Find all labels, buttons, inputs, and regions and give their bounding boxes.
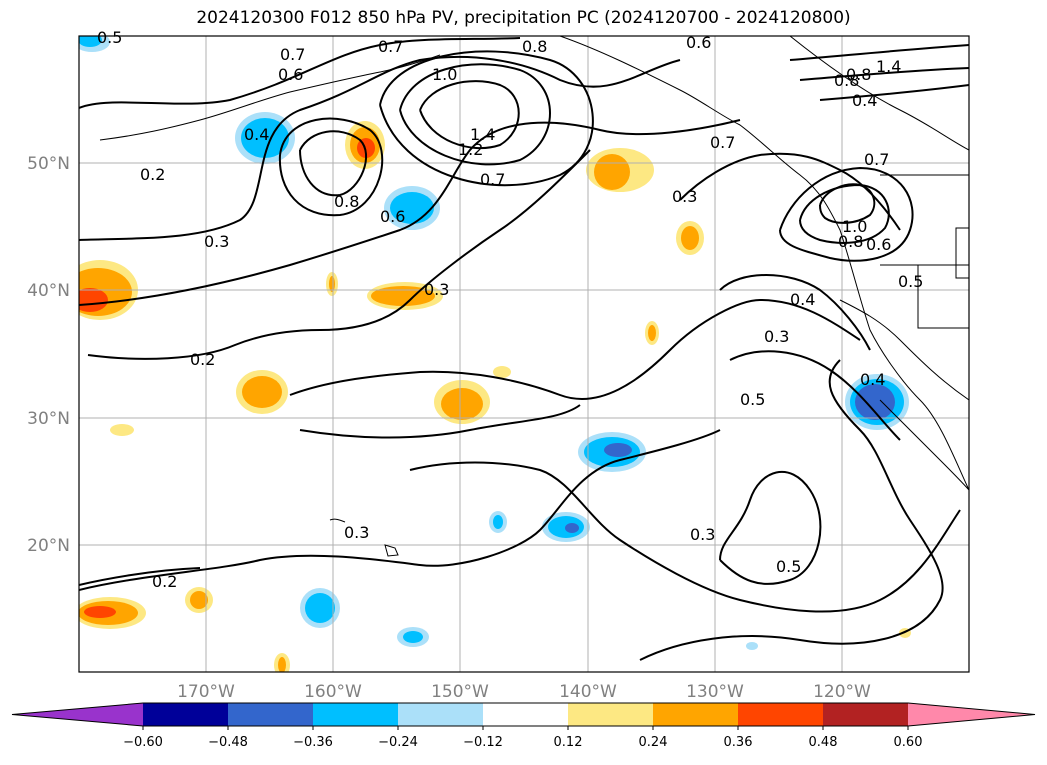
contour-label: 0.3 [764, 327, 789, 346]
colorbar-segment [823, 703, 908, 726]
contour-label: 0.7 [280, 45, 305, 64]
contour-label: 0.3 [204, 232, 229, 251]
lat-label: 40°N [27, 281, 70, 301]
lon-label: 150°W [431, 682, 489, 702]
latitude-labels: 50°N 40°N 30°N 20°N [27, 154, 70, 556]
colorbar-tick-label: −0.48 [208, 735, 248, 750]
contour-label: 0.6 [686, 33, 711, 52]
contour-label: 1.4 [470, 125, 495, 144]
contour-label: 0.8 [334, 192, 359, 211]
map-border [78, 35, 970, 673]
contour-label: 1.0 [432, 65, 457, 84]
colorbar-segment [653, 703, 738, 726]
contour-label: 0.8 [846, 65, 871, 84]
contour-label: 0.4 [790, 290, 815, 309]
contour-label: 0.6 [278, 65, 303, 84]
contour-label: 0.4 [852, 91, 877, 110]
colorbar-segment [228, 703, 313, 726]
contour-label: 1.0 [842, 217, 867, 236]
contour-label: 0.8 [838, 232, 863, 251]
contour-label: 0.7 [864, 150, 889, 169]
contour-label: 0.6 [380, 207, 405, 226]
pv-contours [79, 37, 969, 661]
colorbar-tick-label: 0.24 [639, 735, 668, 750]
lon-label: 130°W [686, 682, 744, 702]
colorbar-segment [568, 703, 653, 726]
colorbar-segment [143, 703, 228, 726]
contour-label: 0.7 [710, 133, 735, 152]
contour-label: 0.2 [152, 572, 177, 591]
contour-label: 0.3 [344, 523, 369, 542]
colorbar-tick-label: 0.48 [809, 735, 838, 750]
contour-label: 0.3 [672, 187, 697, 206]
contour-label: 0.8 [834, 71, 859, 90]
colorbar-tick-label: −0.12 [463, 735, 503, 750]
colorbar-tick-label: −0.24 [378, 735, 418, 750]
precip-positive-areas [79, 121, 911, 672]
lat-label: 20°N [27, 536, 70, 556]
colorbar-segment [483, 703, 568, 726]
lat-label: 50°N [27, 154, 70, 174]
contour-labels: 0.5 0.7 0.6 0.7 0.8 0.6 1.4 0.8 0.8 0.4 … [97, 28, 923, 591]
contour-label: 0.5 [97, 28, 122, 47]
contour-label: 0.4 [860, 370, 885, 389]
contour-label: 0.2 [140, 165, 165, 184]
colorbar-extend-max [908, 703, 1035, 726]
colorbar-tick-label: 0.12 [554, 735, 583, 750]
contour-label: 0.6 [866, 235, 891, 254]
colorbar-segment [398, 703, 483, 726]
contour-label: 1.4 [876, 57, 901, 76]
colorbar-extend-min [12, 703, 143, 726]
contour-label: 0.7 [378, 37, 403, 56]
colorbar: −0.60 −0.48 −0.36 −0.24 −0.12 0.12 0.24 0.36 0.4… [11, 702, 1036, 750]
contour-label: 0.3 [424, 280, 449, 299]
contour-label: 0.2 [190, 350, 215, 369]
contour-label: 1.2 [458, 140, 483, 159]
longitude-labels: 170°W 160°W 150°W 140°W 130°W 120°W [177, 682, 871, 702]
lon-label: 120°W [813, 682, 871, 702]
contour-label: 0.5 [740, 390, 765, 409]
contour-label: 0.8 [522, 37, 547, 56]
lon-label: 140°W [559, 682, 617, 702]
colorbar-segment [313, 703, 398, 726]
coastlines [99, 36, 969, 557]
map-content [79, 36, 969, 672]
lon-label: 160°W [304, 682, 362, 702]
contour-label: 0.5 [776, 557, 801, 576]
contour-label: 0.7 [480, 170, 505, 189]
contour-label: 0.5 [898, 272, 923, 291]
colorbar-segment [738, 703, 823, 726]
colorbar-tick-label: −0.60 [123, 735, 163, 750]
colorbar-tick-label: −0.36 [293, 735, 333, 750]
lon-label: 170°W [177, 682, 235, 702]
map-title: 2024120300 F012 850 hPa PV, precipitatio… [196, 8, 851, 28]
colorbar-tick-label: 0.36 [724, 735, 753, 750]
colorbar-tick-label: 0.60 [894, 735, 923, 750]
contour-label: 0.3 [690, 525, 715, 544]
contour-label: 0.4 [244, 125, 269, 144]
lat-label: 30°N [27, 409, 70, 429]
